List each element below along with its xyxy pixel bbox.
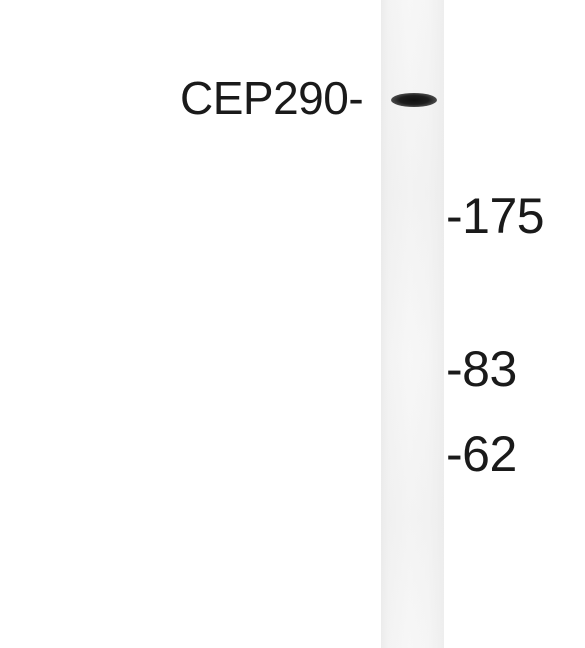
blot-lane bbox=[381, 0, 444, 648]
protein-label: CEP290- bbox=[180, 72, 364, 124]
molecular-weight-marker-62: -62 bbox=[446, 426, 517, 482]
molecular-weight-marker-83: -83 bbox=[446, 341, 517, 397]
molecular-weight-marker-175: -175 bbox=[446, 188, 545, 244]
protein-band bbox=[391, 93, 437, 107]
